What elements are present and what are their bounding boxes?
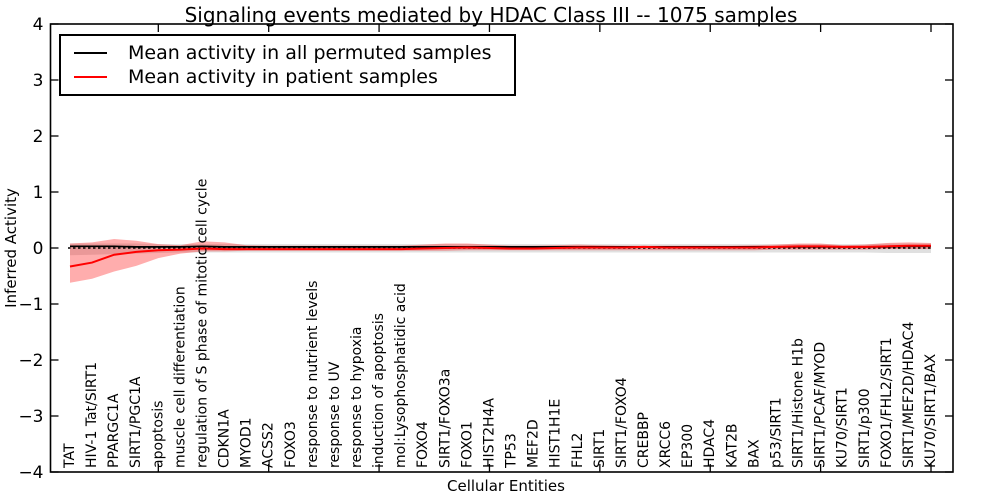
x-tick-label: KAT2B: [724, 424, 740, 469]
x-tick-label: TAT: [62, 443, 78, 469]
x-tick-label: HIST2H4A: [481, 398, 497, 468]
x-tick-label: SIRT1/PGC1A: [128, 376, 144, 468]
x-tick-label: SIRT1/MEF2D/HDAC4: [901, 322, 917, 468]
x-tick-label: ACSS2: [261, 422, 277, 468]
legend-line-permuted-icon: [74, 52, 107, 54]
x-tick-label: mol:Lysophosphatidic acid: [393, 283, 409, 468]
x-tick-label: KU70/SIRT1/BAX: [923, 353, 939, 468]
x-tick-label: HIV-1 Tat/SIRT1: [84, 362, 100, 468]
x-tick-label: SIRT1/p300: [857, 388, 873, 468]
y-tick-label: −2: [18, 351, 43, 371]
x-tick-label: EP300: [680, 424, 696, 468]
x-tick-label: HIST1H1E: [548, 399, 564, 468]
y-tick-label: 2: [33, 127, 44, 147]
legend-label-patient: Mean activity in patient samples: [128, 65, 438, 88]
x-tick-label: CREBBP: [636, 412, 652, 468]
x-axis-label: Cellular Entities: [447, 477, 565, 495]
x-tick-label: muscle cell differentiation: [172, 286, 188, 468]
x-tick-label: response to hypoxia: [349, 327, 365, 468]
y-tick-label: −1: [18, 295, 43, 315]
y-tick-label: 1: [33, 183, 44, 203]
legend-line-patient-icon: [74, 76, 107, 78]
x-tick-label: SIRT1/Histone H1b: [791, 338, 807, 468]
x-tick-label: induction of apoptosis: [371, 313, 387, 468]
y-tick-label: −3: [18, 407, 43, 427]
x-tick-label: MYOD1: [239, 417, 255, 468]
x-tick-label: apoptosis: [150, 401, 166, 468]
x-tick-label: SIRT1/FOXO3a: [437, 369, 453, 468]
x-tick-label: FOXO3: [283, 421, 299, 468]
y-tick-label: 0: [33, 239, 44, 259]
x-tick-label: FOXO1: [459, 421, 475, 468]
x-tick-label: PPARGC1A: [106, 393, 122, 468]
x-tick-label: response to UV: [327, 361, 343, 468]
legend-label-permuted: Mean activity in all permuted samples: [128, 41, 492, 64]
x-tick-label: CDKN1A: [217, 409, 233, 468]
x-tick-label: FHL2: [570, 433, 586, 468]
x-tick-label: XRCC6: [658, 421, 674, 468]
x-tick-label: SIRT1/PCAF/MYOD: [813, 342, 829, 468]
y-tick-label: 4: [33, 15, 44, 35]
legend-entry-patient: Mean activity in patient samples: [74, 65, 514, 89]
legend-entry-permuted: Mean activity in all permuted samples: [74, 41, 514, 65]
x-tick-label: FOXO4: [415, 421, 431, 468]
x-tick-label: SIRT1/FOXO4: [614, 377, 630, 468]
y-tick-label: 3: [33, 71, 44, 91]
x-tick-label: KU70/SIRT1: [835, 387, 851, 468]
x-tick-label: response to nutrient levels: [305, 281, 321, 468]
x-tick-label: BAX: [746, 439, 762, 468]
x-tick-label: HDAC4: [702, 419, 718, 468]
x-tick-label: TP53: [504, 433, 520, 469]
x-tick-label: p53/SIRT1: [768, 397, 784, 468]
x-tick-label: regulation of S phase of mitotic cell cy…: [194, 179, 210, 468]
chart-title: Signaling events mediated by HDAC Class …: [184, 3, 798, 27]
y-tick-label: −4: [18, 463, 43, 483]
x-tick-label: MEF2D: [526, 419, 542, 468]
patient-mean-line: [69, 244, 931, 268]
x-tick-label: FOXO1/FHL2/SIRT1: [879, 337, 895, 468]
x-tick-label: SIRT1: [592, 429, 608, 468]
legend: Mean activity in all permuted samples Me…: [59, 34, 516, 96]
